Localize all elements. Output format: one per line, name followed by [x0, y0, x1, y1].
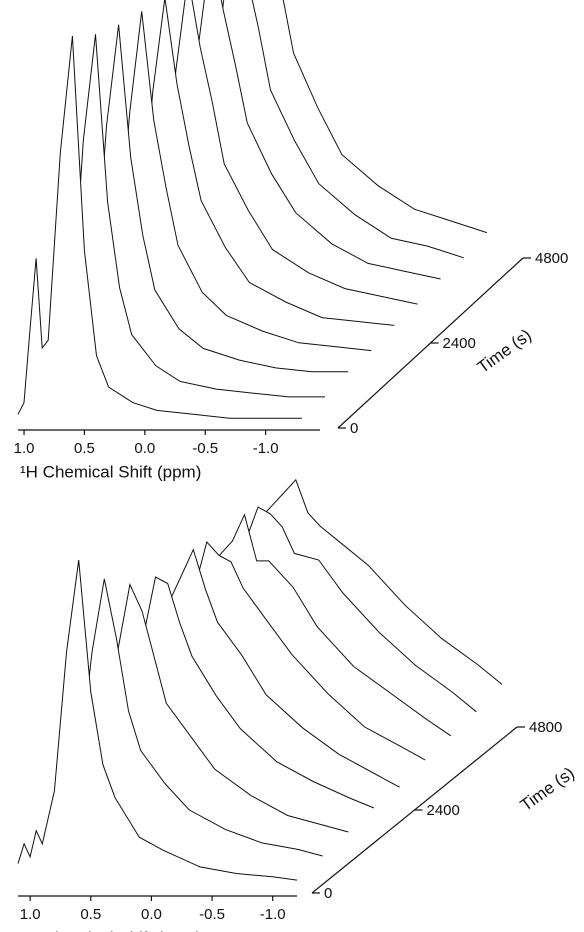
occluder — [18, 560, 297, 890]
waterfall-panel: 1.0 0.5 0.0 -0.5 -1.0 ¹H Chemical Shift (ppm)… — [17, 478, 578, 932]
x-tick-label: 1.0 — [14, 440, 35, 457]
time-tick-label: 4800 — [535, 250, 568, 267]
time-axis-title: Time (s) — [474, 325, 535, 377]
spectrum-trace — [17, 559, 298, 881]
x-tick-label: 1.0 — [20, 906, 41, 923]
x-tick-label: 0.0 — [141, 906, 162, 923]
occluder — [18, 36, 302, 426]
time-tick-label: 2400 — [443, 335, 476, 352]
occluder — [41, 34, 325, 405]
spectrum-trace — [17, 35, 302, 419]
x-tick-label: -0.5 — [199, 906, 225, 923]
x-axis-title: ¹H Chemical Shift (ppm) — [20, 928, 201, 932]
occluder — [64, 24, 349, 384]
x-tick-label: -0.5 — [192, 440, 218, 457]
time-tick-label: 2400 — [427, 802, 460, 819]
time-tick-label: 0 — [324, 885, 332, 902]
x-tick-label: -1.0 — [260, 906, 286, 923]
waterfall-panel: 1.0 0.5 0.0 -0.5 -1.0 ¹H Chemical Shift (ppm)… — [14, 0, 568, 481]
x-tick-label: -1.0 — [253, 440, 279, 457]
x-tick-label: 0.5 — [74, 440, 95, 457]
occluder — [87, 11, 372, 363]
time-axis-title: Time (s) — [517, 763, 578, 815]
time-tick-label: 0 — [350, 420, 358, 437]
x-axis-title: ¹H Chemical Shift (ppm) — [20, 462, 201, 481]
time-tick-label: 4800 — [529, 719, 562, 736]
x-tick-label: 0.5 — [80, 906, 101, 923]
x-tick-label: 0.0 — [134, 440, 155, 457]
